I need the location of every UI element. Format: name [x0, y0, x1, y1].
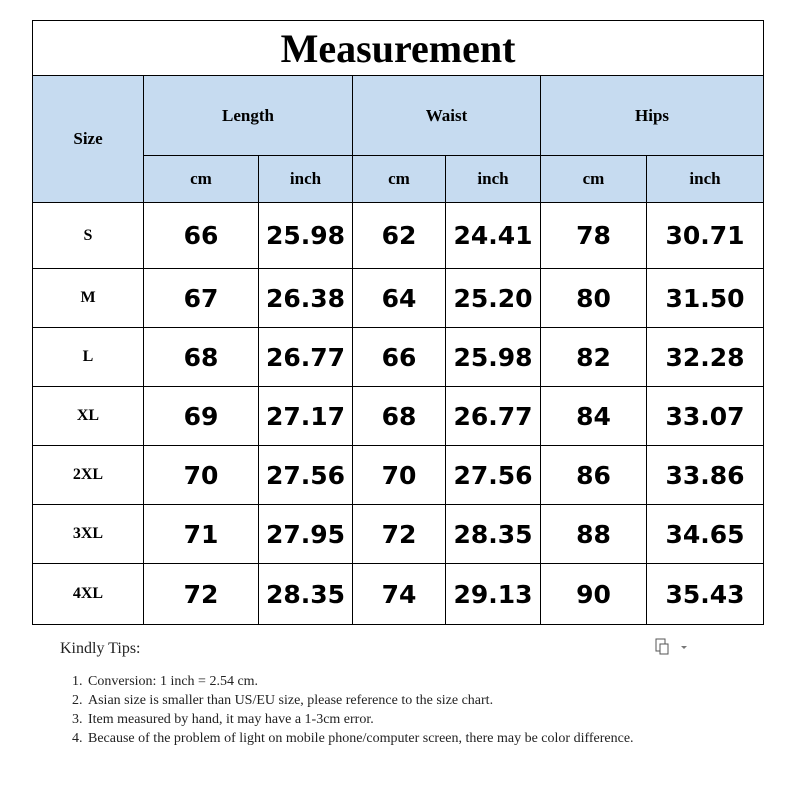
measure-cell: 72 [143, 563, 259, 625]
measure-cell: 25.98 [445, 327, 541, 387]
group-header: Hips [539, 75, 765, 156]
measure-cell: 66 [352, 327, 446, 387]
unit-header: cm [352, 155, 446, 203]
measure-cell: 67 [143, 268, 259, 328]
measure-cell: 64 [352, 268, 446, 328]
tips: Kindly Tips: Conversion: 1 inch = 2.54 c… [60, 640, 700, 748]
data-row: 3XL 71 27.95 72 28.35 88 34.65 [32, 504, 765, 564]
size-cell: S [32, 202, 144, 269]
tips-list: Conversion: 1 inch = 2.54 cm.Asian size … [60, 672, 700, 748]
size-cell: XL [32, 386, 144, 446]
measure-cell: 82 [540, 327, 647, 387]
data-row: L 68 26.77 66 25.98 82 32.28 [32, 327, 765, 387]
measure-cell: 72 [352, 504, 446, 564]
measure-cell: 80 [540, 268, 647, 328]
size-cell: 4XL [32, 563, 144, 625]
group-header: Waist [352, 75, 541, 156]
measure-cell: 88 [540, 504, 647, 564]
unit-header: inch [445, 155, 541, 203]
icon-part [659, 643, 669, 655]
size-cell: M [32, 268, 144, 328]
paste-options-icon[interactable] [654, 635, 690, 659]
data-row: M 67 26.38 64 25.20 80 31.50 [32, 268, 765, 328]
size-table: Measurement Size Length Waist Hips cm inch cm in… [31, 20, 765, 625]
header-row: Size Length Waist Hips [32, 75, 765, 203]
size-cell: 2XL [32, 445, 144, 505]
measure-cell: 31.50 [645, 268, 765, 328]
measure-cell: 78 [540, 202, 647, 269]
unit-row: cm inch cm inch cm inch [33, 155, 765, 203]
measure-cell: 26.38 [258, 268, 353, 328]
measure-cell: 29.13 [445, 563, 541, 625]
tip-item: Conversion: 1 inch = 2.54 cm. [86, 672, 700, 691]
unit-header: cm [143, 155, 259, 203]
title-row: Measurement [31, 20, 765, 76]
measure-cell: 27.95 [258, 504, 353, 564]
measure-cell: 27.56 [258, 445, 353, 505]
measure-cell: 25.20 [445, 268, 541, 328]
unit-header: cm [540, 155, 647, 203]
measure-cell: 69 [143, 386, 259, 446]
measure-cell: 62 [352, 202, 446, 269]
measure-cell: 28.35 [258, 563, 353, 625]
measure-cell: 27.56 [445, 445, 541, 505]
measure-cell: 68 [352, 386, 446, 446]
measure-cell: 35.43 [645, 563, 765, 625]
measure-cell: 70 [143, 445, 259, 505]
table-title: Measurement [31, 20, 765, 76]
measure-cell: 66 [143, 202, 259, 269]
measure-cell: 25.98 [258, 202, 353, 269]
tip-item: Asian size is smaller than US/EU size, p… [86, 691, 700, 710]
measure-cell: 26.77 [258, 327, 353, 387]
measure-cell: 71 [143, 504, 259, 564]
size-header: Size [32, 75, 144, 203]
measure-cell: 68 [143, 327, 259, 387]
measure-cell: 30.71 [645, 202, 765, 269]
tips-title: Kindly Tips: [60, 640, 141, 657]
measure-cell: 33.86 [645, 445, 765, 505]
group-header: Length [143, 75, 353, 156]
measure-cell: 84 [540, 386, 647, 446]
tip-item: Item measured by hand, it may have a 1-3… [86, 710, 700, 729]
measure-cell: 32.28 [645, 327, 765, 387]
icon-arrow [681, 646, 687, 649]
data-row: XL 69 27.17 68 26.77 84 33.07 [32, 386, 765, 446]
size-cell: L [32, 327, 144, 387]
table-body: Measurement Size Length Waist Hips cm inch cm in… [31, 20, 765, 625]
measure-cell: 86 [540, 445, 647, 505]
data-row: S 66 25.98 62 24.41 78 30.71 [32, 202, 765, 269]
measure-cell: 34.65 [645, 504, 765, 564]
data-row: 4XL 72 28.35 74 29.13 90 35.43 [32, 563, 765, 625]
size-cell: 3XL [32, 504, 144, 564]
measure-cell: 74 [352, 563, 446, 625]
measure-cell: 33.07 [645, 386, 765, 446]
measure-cell: 90 [540, 563, 647, 625]
tip-item: Because of the problem of light on mobil… [86, 729, 700, 748]
measure-cell: 26.77 [445, 386, 541, 446]
unit-header: inch [645, 155, 765, 203]
data-row: 2XL 70 27.56 70 27.56 86 33.86 [32, 445, 765, 505]
measure-cell: 28.35 [445, 504, 541, 564]
measure-cell: 27.17 [258, 386, 353, 446]
unit-header: inch [258, 155, 353, 203]
measure-cell: 24.41 [445, 202, 541, 269]
measure-cell: 70 [352, 445, 446, 505]
